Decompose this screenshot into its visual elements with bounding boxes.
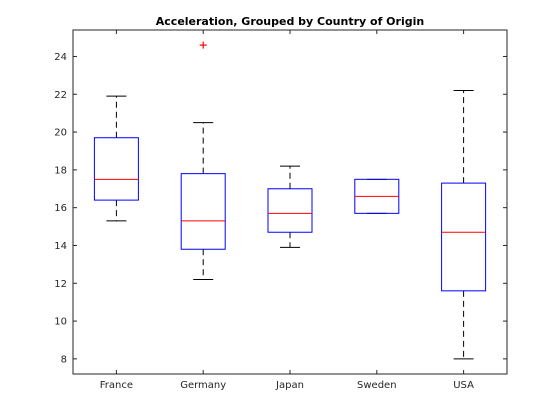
chart-title: Acceleration, Grouped by Country of Orig… xyxy=(156,15,424,28)
y-tick-label: 18 xyxy=(54,165,67,176)
plot-area: 8 10 12 14 16 18 20 22 24 France Germany Japan Swede… xyxy=(54,29,508,391)
y-tick-label: 16 xyxy=(54,203,67,214)
y-tick-label: 10 xyxy=(54,317,67,328)
y-tick-label: 14 xyxy=(54,241,67,252)
y-tick-label: 22 xyxy=(54,90,67,101)
x-tick-label: Japan xyxy=(275,380,304,391)
y-tick-label: 8 xyxy=(61,354,67,365)
box-france xyxy=(93,137,139,201)
x-tick-label: USA xyxy=(453,380,474,391)
y-tick-label: 24 xyxy=(54,52,67,63)
x-tick-label: Sweden xyxy=(357,380,397,391)
y-tick-label: 12 xyxy=(54,279,67,290)
x-tick-label: France xyxy=(100,380,133,391)
box-japan xyxy=(267,188,313,233)
x-tick-label: Germany xyxy=(180,380,226,391)
box-usa xyxy=(441,182,487,292)
y-tick-label: 20 xyxy=(54,128,67,139)
box-germany xyxy=(180,173,226,250)
